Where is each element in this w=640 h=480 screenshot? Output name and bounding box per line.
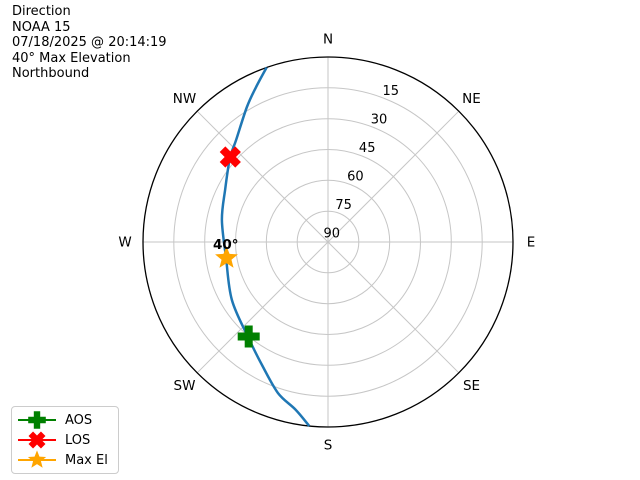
elevation-tick-label: 30 [371, 112, 388, 127]
elevation-tick-label: 60 [347, 169, 364, 184]
pass-info-direction: Northbound [12, 66, 90, 81]
legend-item-maxel: Max El [15, 450, 108, 470]
compass-label-se: SE [463, 378, 480, 394]
legend-item-aos: AOS [15, 410, 108, 430]
max-el-star-icon [18, 450, 56, 468]
compass-label-ne: NE [462, 91, 481, 107]
legend-label-aos: AOS [65, 412, 93, 428]
compass-label-n: N [323, 32, 333, 48]
legend-label-los: LOS [65, 432, 91, 448]
legend-marker-max-el [27, 450, 47, 468]
elevation-tick-label: 90 [324, 226, 341, 241]
aos-plus-icon [18, 411, 56, 429]
elevation-tick-label: 75 [335, 198, 352, 213]
legend-item-los: LOS [15, 430, 108, 450]
pass-info-satellite: NOAA 15 [12, 19, 71, 35]
legend-marker-aos [28, 411, 46, 429]
compass-label-nw: NW [173, 91, 196, 107]
elevation-ring [173, 87, 483, 397]
aos-marker [237, 325, 260, 348]
pass-info: Direction NOAA 15 07/18/2025 @ 20:14:19 … [12, 4, 167, 82]
pass-info-title: Direction [12, 4, 71, 19]
elevation-ring [204, 118, 452, 366]
legend-marker-los [28, 431, 46, 449]
elevation-tick-label: 45 [359, 141, 376, 156]
compass-label-s: S [324, 438, 333, 454]
compass-label-sw: SW [174, 378, 196, 394]
legend-label-maxel: Max El [65, 452, 108, 468]
legend: AOS LOS Max El [11, 406, 119, 474]
pass-info-max-el: 40° Max Elevation [12, 50, 131, 66]
compass-label-e: E [527, 235, 536, 251]
compass-label-w: W [118, 235, 131, 251]
pass-info-timestamp: 07/18/2025 @ 20:14:19 [12, 35, 167, 50]
horizon-circle [142, 56, 514, 428]
elevation-ring [265, 179, 391, 305]
elevation-tick-label: 15 [383, 84, 400, 99]
elevation-ring [235, 149, 421, 335]
los-x-icon [18, 431, 56, 449]
max-elevation-annotation: 40° [213, 237, 239, 253]
elevation-ring [296, 210, 360, 274]
satellite-track [220, 66, 311, 427]
los-marker [219, 146, 241, 168]
max-el-marker [215, 246, 238, 268]
